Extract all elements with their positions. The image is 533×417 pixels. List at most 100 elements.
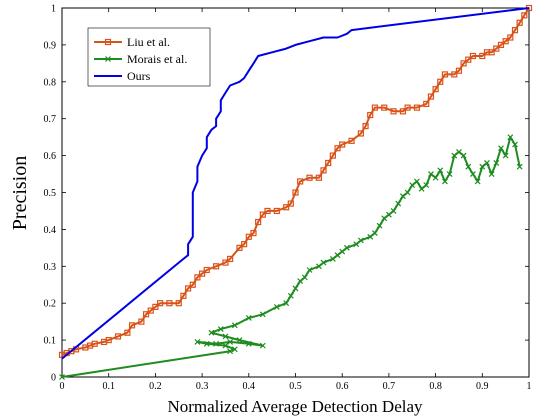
data-point-morais-stroke-b [385, 211, 392, 218]
data-point-liu [488, 49, 495, 56]
data-point-morais-stroke-b [231, 346, 238, 353]
data-point-liu [114, 333, 122, 340]
data-point-morais [488, 171, 495, 177]
data-point-morais [446, 171, 453, 177]
data-point-liu [479, 52, 486, 60]
y-tick-label: 0.5 [44, 188, 57, 199]
y-tick-label: 1 [51, 4, 56, 15]
data-point-morais-stroke-b [329, 255, 336, 262]
data-point-morais [231, 346, 238, 353]
data-point-morais-stroke-b [399, 193, 406, 200]
data-point-morais-stroke-b [194, 339, 201, 345]
data-point-morais-stroke-b [437, 167, 444, 174]
data-point-liu [432, 86, 439, 93]
x-tick-label: 0 [60, 381, 65, 392]
data-point-liu [199, 270, 206, 277]
x-tick-label: 0.9 [476, 381, 489, 392]
data-point-morais [409, 182, 416, 189]
legend-label-liu: Liu et al. [127, 35, 170, 49]
data-point-morais-stroke-b [236, 337, 243, 344]
data-point-morais-stroke-b [409, 182, 416, 189]
legend: Liu et al. Morais et al. Ours [87, 27, 211, 87]
x-tick-label: 0.4 [243, 381, 256, 392]
x-tick-label: 0.7 [383, 381, 396, 392]
y-tick-label: 0.3 [44, 262, 57, 273]
data-point-liu [348, 137, 355, 144]
data-point-liu [273, 207, 280, 215]
data-point-morais-stroke-b [371, 230, 378, 237]
data-point-morais [203, 340, 210, 347]
y-tick-label: 0.1 [44, 336, 57, 347]
data-point-liu [493, 45, 500, 52]
data-point-morais-stroke-b [287, 292, 294, 299]
data-point-morais [297, 278, 304, 284]
data-point-morais-stroke-b [493, 160, 500, 166]
data-point-liu [465, 56, 472, 63]
data-point-morais-stroke-b [334, 252, 341, 259]
data-point-morais [381, 215, 388, 222]
series-morais [59, 134, 523, 380]
data-point-morais [399, 193, 406, 200]
x-tick-label: 0.6 [336, 381, 349, 392]
data-point-morais-stroke-b [59, 374, 65, 380]
data-point-liu [124, 329, 131, 336]
data-point-morais [442, 178, 448, 185]
data-point-liu [287, 200, 294, 207]
data-point-morais [484, 160, 490, 166]
data-point-liu [460, 60, 467, 67]
data-point-morais-stroke-b [208, 329, 215, 336]
data-point-liu [250, 229, 257, 237]
data-point-morais [231, 322, 238, 329]
data-point-morais [474, 178, 481, 185]
data-point-liu [502, 38, 509, 45]
x-tick-label: 0.5 [289, 381, 302, 392]
data-point-morais [222, 342, 229, 349]
data-point-morais [451, 152, 458, 159]
data-point-liu [189, 281, 196, 288]
data-point-morais-stroke-b [306, 267, 313, 273]
data-point-morais [245, 315, 252, 321]
data-point-morais-stroke-b [227, 339, 234, 345]
data-point-liu [451, 71, 458, 78]
data-point-morais-stroke-b [465, 163, 472, 170]
data-point-morais-stroke-b [283, 300, 290, 307]
data-point-liu [315, 174, 322, 181]
legend-marker-morais-stroke-b [105, 56, 111, 62]
data-point-liu [521, 12, 528, 19]
data-point-morais-stroke-b [357, 237, 364, 244]
data-point-morais [259, 342, 266, 349]
data-point-morais-stroke-b [367, 233, 374, 240]
data-point-liu [259, 211, 266, 218]
data-point-morais-stroke-b [301, 274, 308, 281]
data-point-liu [427, 93, 435, 100]
data-point-morais [470, 171, 476, 177]
series-ours [61, 7, 530, 360]
data-point-morais [217, 326, 224, 332]
data-point-morais [418, 185, 425, 192]
data-point-morais-stroke-b [432, 174, 439, 181]
data-point-morais-stroke-b [259, 311, 266, 318]
data-point-morais-stroke-b [413, 178, 420, 185]
data-point-liu [469, 52, 477, 60]
data-point-morais-stroke-b [423, 182, 430, 189]
data-point-liu [180, 292, 187, 299]
data-point-morais [315, 263, 322, 270]
data-point-morais [320, 259, 327, 266]
data-point-liu [497, 41, 505, 49]
data-point-morais [512, 141, 518, 148]
data-point-morais-stroke-b [474, 178, 481, 185]
data-point-morais-stroke-b [479, 163, 486, 170]
data-point-morais-stroke-b [339, 248, 346, 255]
legend-item-ours: Ours [94, 69, 151, 83]
data-point-liu [203, 266, 210, 274]
data-point-morais-stroke-b [353, 241, 360, 248]
data-point-liu [138, 318, 145, 325]
data-point-morais [306, 267, 313, 273]
data-point-morais [194, 339, 201, 345]
data-point-liu [166, 300, 173, 307]
data-point-liu [413, 104, 421, 111]
data-point-morais [208, 329, 215, 336]
data-point-morais-stroke-b [418, 185, 425, 192]
data-point-liu [292, 189, 299, 196]
